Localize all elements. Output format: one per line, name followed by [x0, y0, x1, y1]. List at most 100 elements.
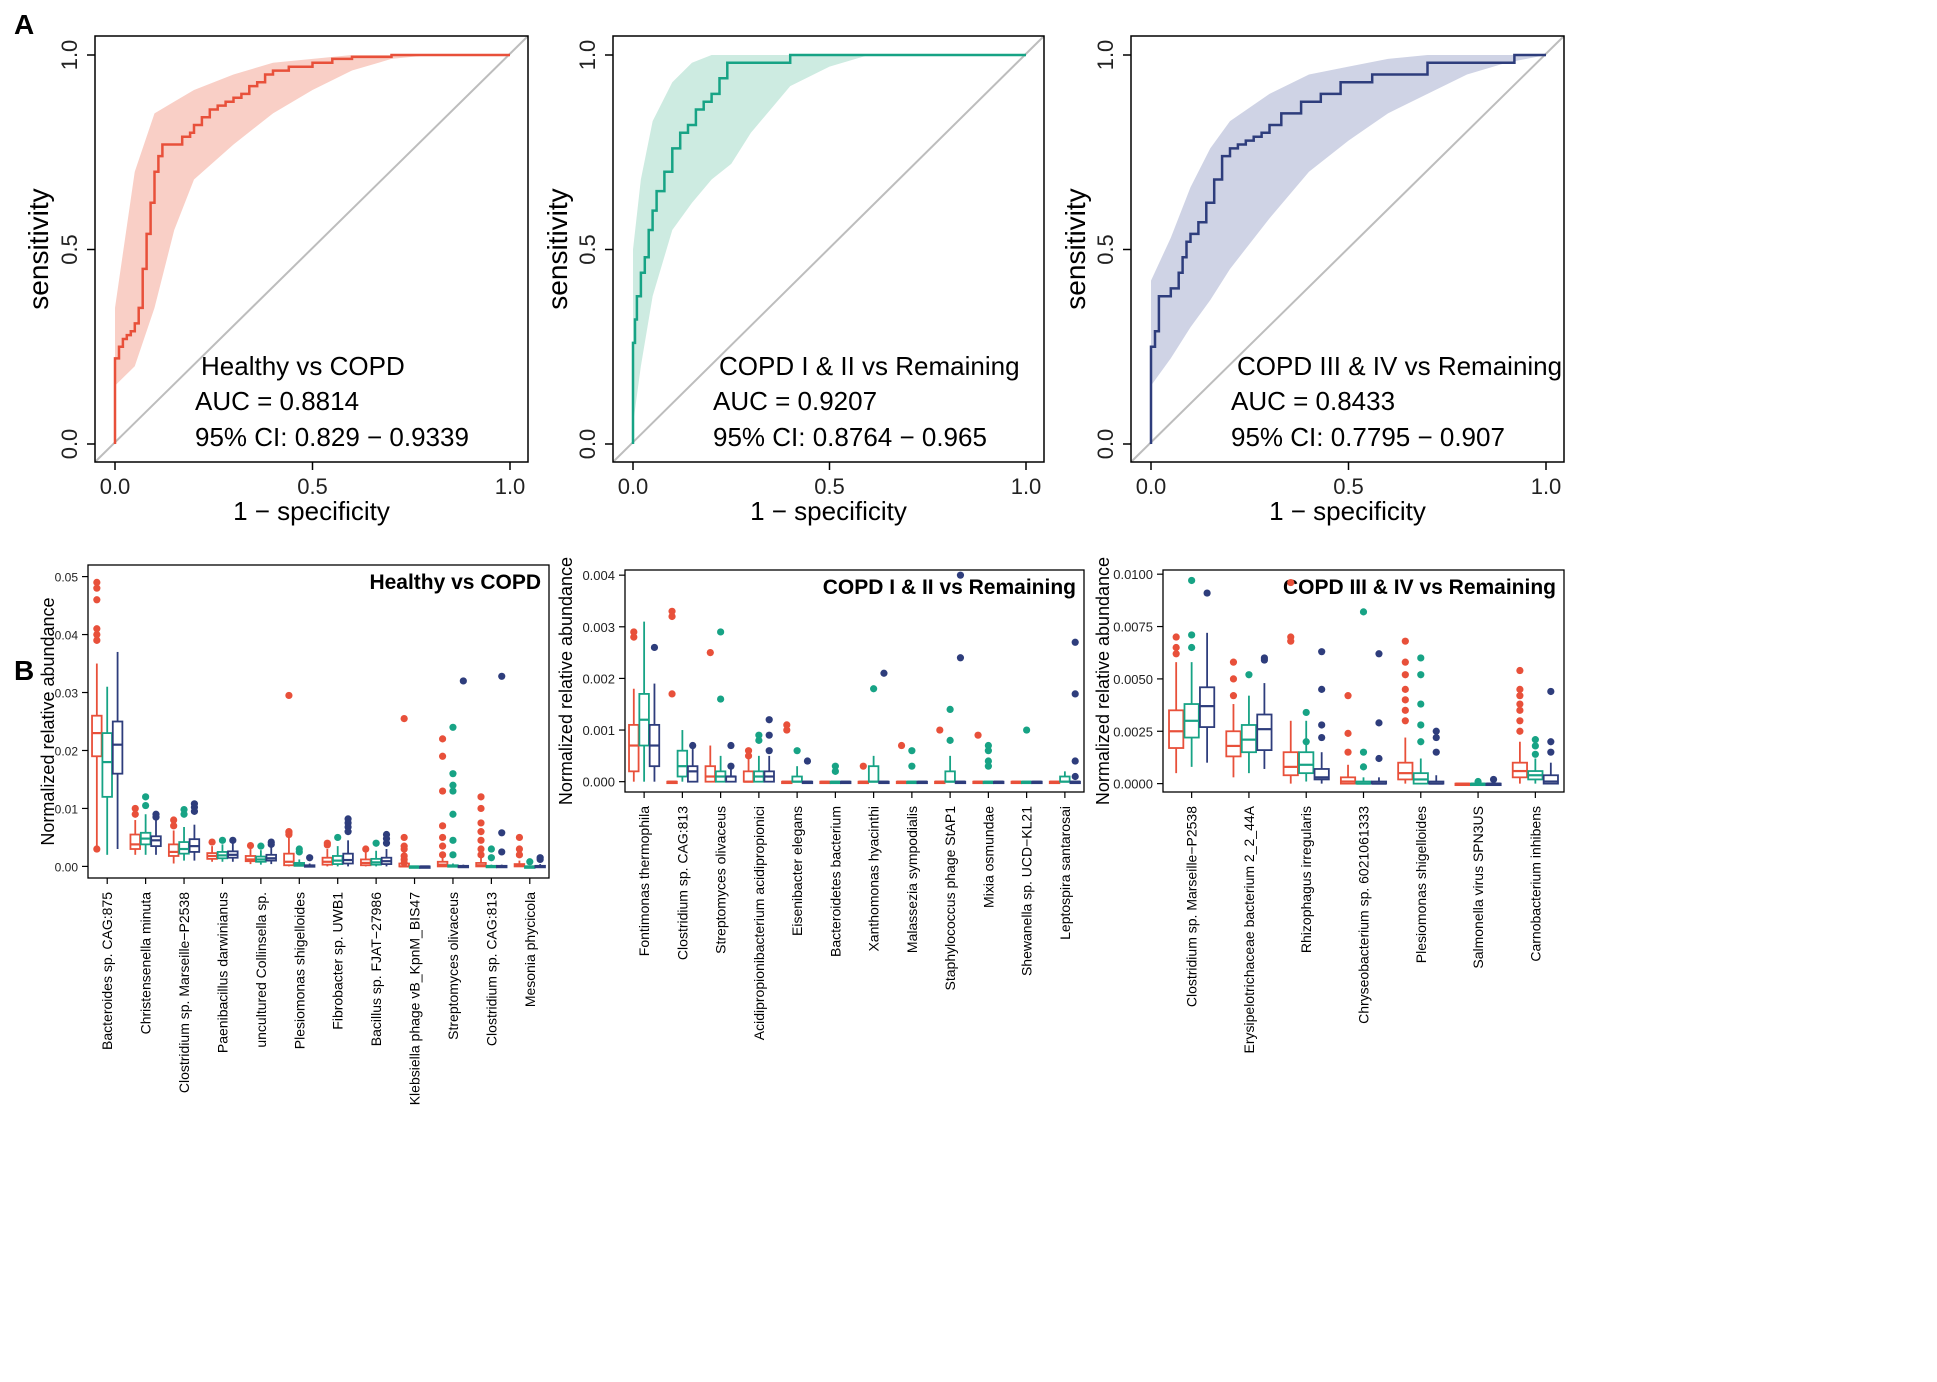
outlier-point: [984, 741, 992, 750]
outlier-point: [744, 752, 753, 760]
outlier-point: [1375, 650, 1383, 658]
outlier-point: [1359, 608, 1368, 616]
outlier-point: [246, 841, 255, 850]
roc-ci-band: [115, 55, 510, 386]
outlier-point: [372, 839, 380, 847]
outlier-point: [1375, 754, 1383, 763]
panel-label-a: A: [14, 9, 34, 40]
outlier-point: [515, 851, 524, 859]
outlier-point: [438, 851, 447, 859]
outlier-point: [831, 767, 839, 775]
outlier-point: [1302, 738, 1310, 746]
box-body: [704, 765, 716, 783]
outlier-point: [1359, 748, 1368, 756]
outlier-point: [717, 628, 725, 636]
outlier-point: [1432, 748, 1440, 756]
x-tick-label: Streptomyces olivaceus: [713, 806, 729, 954]
box-body: [1397, 761, 1414, 781]
outlier-point: [1432, 733, 1440, 742]
outlier-point: [400, 859, 408, 867]
plot-frame: [1162, 569, 1565, 793]
y-tick-label: 0.003: [582, 620, 615, 635]
roc-chart-copd-3-4-vs-remaining: 0.0 0.5 1.0 0.0 0.5 1.0 sensitivity 1 − specifi…: [1060, 35, 1565, 526]
x-tick-label: 1.0: [1011, 474, 1042, 499]
outlier-point: [1203, 589, 1211, 597]
outlier-point: [257, 842, 265, 850]
box-body: [867, 765, 880, 783]
outlier-point: [706, 649, 714, 657]
outlier-point: [438, 752, 447, 760]
outlier-point: [1516, 706, 1524, 714]
outlier-point: [267, 840, 275, 848]
roc-diagonal-line: [612, 35, 1045, 463]
outlier-point: [477, 836, 485, 844]
outlier-point: [1023, 726, 1031, 734]
outlier-point: [1229, 658, 1238, 666]
y-tick-label: 0.001: [582, 723, 615, 738]
outlier-point: [1417, 700, 1425, 708]
outlier-point: [1071, 757, 1079, 765]
outlier-point: [93, 578, 101, 586]
x-tick-label: Christensenella minuta: [138, 892, 154, 1035]
outlier-point: [449, 836, 457, 844]
y-tick-label: 0.05: [55, 571, 79, 585]
outlier-point: [1489, 775, 1498, 784]
box-chart-title: Healthy vs COPD: [369, 571, 541, 594]
box-body: [342, 852, 354, 865]
outlier-point: [438, 822, 447, 830]
outlier-point: [1547, 748, 1555, 756]
y-tick-label: 1.0: [1093, 40, 1118, 71]
outlier-point: [180, 810, 188, 818]
outlier-point: [974, 731, 982, 739]
outlier-point: [1071, 690, 1079, 698]
outlier-point: [908, 747, 916, 755]
box-body: [1542, 774, 1559, 785]
outlier-point: [1516, 717, 1524, 725]
box-chart-copd-1-2-vs-remaining: 0.000 0.001 0.002 0.003 0.004 Normalized rela…: [556, 557, 1085, 1040]
box-body: [178, 841, 190, 855]
roc-curve-line: [1149, 53, 1546, 444]
box-body: [1256, 713, 1273, 752]
outlier-point: [1287, 637, 1295, 645]
x-tick-label: Paenibacillus darwinianus: [214, 892, 230, 1053]
outlier-point: [477, 845, 485, 853]
outlier-point: [449, 851, 457, 859]
y-tick-label: 0.0: [575, 429, 600, 460]
outlier-point: [1547, 687, 1555, 696]
box-body: [111, 720, 124, 775]
outlier-point: [755, 736, 763, 744]
outlier-point: [487, 845, 495, 853]
x-tick-label: Clostridium sp. CAG:813: [674, 806, 690, 960]
outlier-point: [536, 855, 544, 864]
outlier-point: [1417, 721, 1425, 729]
outlier-point: [1318, 733, 1326, 742]
x-axis-label: 1 − specificity: [1269, 496, 1426, 526]
outlier-point: [755, 731, 763, 739]
roc-diagonal-line: [94, 35, 529, 463]
x-tick-label: Staphylococcus phage StAP1: [942, 806, 958, 991]
x-tick-label: Mixia osmundae: [980, 806, 996, 908]
outlier-point: [400, 845, 408, 853]
outlier-point: [765, 731, 773, 739]
y-tick-label: 0.000: [582, 775, 615, 790]
y-tick-label: 0.0050: [1113, 672, 1153, 687]
roc-chart-copd-1-2-vs-remaining: 0.0 0.5 1.0 0.0 0.5 1.0 sensitivity 1 − specifi…: [542, 35, 1045, 526]
outlier-point: [477, 804, 485, 813]
x-tick-label: 0.0: [100, 474, 131, 499]
outlier-point: [229, 836, 237, 844]
outlier-point: [93, 596, 101, 604]
outlier-point: [449, 723, 457, 731]
plot-frame: [624, 569, 1085, 793]
y-tick-label: 0.0: [57, 429, 82, 460]
y-tick-label: 0.02: [55, 744, 79, 758]
outlier-point: [1531, 736, 1539, 744]
outlier-point: [1172, 643, 1180, 652]
outlier-point: [1474, 777, 1482, 786]
y-tick-label: 1.0: [575, 40, 600, 71]
x-tick-label: Salmonella virus SPN3US: [1470, 806, 1486, 969]
outlier-point: [1516, 700, 1524, 708]
box-body: [1225, 730, 1242, 758]
box-body: [129, 833, 141, 850]
y-tick-label: 0.01: [55, 802, 79, 816]
y-axis-label: Normalized relative abundance: [38, 597, 58, 845]
